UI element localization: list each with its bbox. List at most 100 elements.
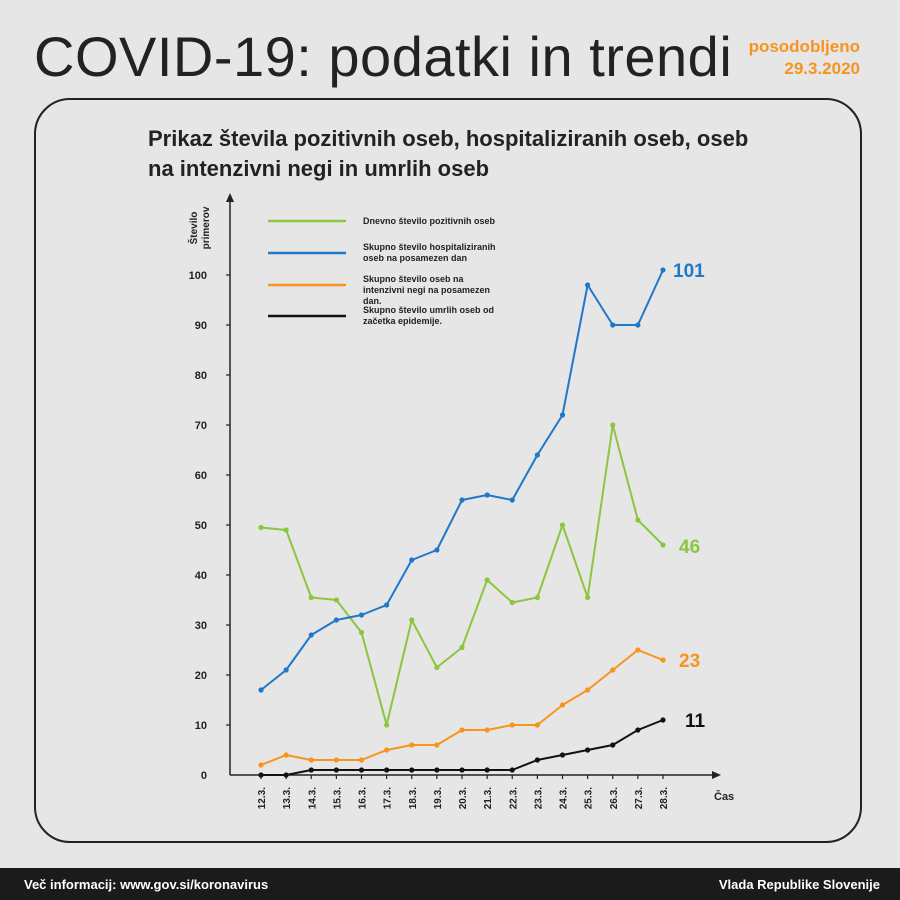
data-point xyxy=(333,617,339,623)
data-point xyxy=(534,722,540,728)
data-point xyxy=(459,644,465,651)
data-point xyxy=(283,772,289,778)
chart-axes: 0 10 20 30 40 50 60 70 80 90 100 Številoprimerov 12.… xyxy=(187,193,734,809)
x-tick-label: 21.3. xyxy=(483,787,494,809)
data-point xyxy=(308,757,314,763)
x-axis-arrow xyxy=(712,771,721,779)
data-point xyxy=(484,577,490,583)
data-point xyxy=(509,599,515,606)
legend-entry-line: Dnevno število pozitivnih oseb xyxy=(363,216,496,226)
series-end-label: 11 xyxy=(685,711,706,732)
data-point xyxy=(283,527,289,533)
footer-bar: Več informacij: www.gov.si/koronavirus V… xyxy=(0,868,900,900)
data-point xyxy=(409,617,415,623)
legend-entry: Skupno število oseb na intenzivni negi na… xyxy=(363,274,490,306)
data-point xyxy=(585,687,591,693)
data-point xyxy=(358,757,365,763)
data-point xyxy=(635,727,641,733)
data-point xyxy=(635,647,641,653)
y-axis-label: Številoprimerov xyxy=(187,206,212,249)
data-point xyxy=(635,517,641,523)
data-point xyxy=(484,767,490,773)
data-point xyxy=(308,594,314,601)
x-tick-label: 20.3. xyxy=(458,787,469,809)
y-tick-label: 30 xyxy=(195,620,207,632)
data-point xyxy=(308,632,314,638)
x-tick-label: 13.3. xyxy=(282,787,293,809)
data-point xyxy=(585,747,591,753)
data-point xyxy=(409,557,415,563)
data-point xyxy=(559,412,566,418)
data-point xyxy=(509,497,515,503)
x-tick-label: 19.3. xyxy=(433,787,444,809)
data-point xyxy=(534,594,540,601)
data-point xyxy=(258,772,264,778)
data-point xyxy=(610,422,616,428)
y-axis-label-line-1: Število xyxy=(187,212,200,245)
data-point xyxy=(509,722,515,728)
legend-entry-line: Skupno število oseb na xyxy=(363,274,465,284)
x-tick-label: 12.3. xyxy=(257,787,268,809)
data-point xyxy=(509,767,515,773)
y-tick-label: 0 xyxy=(201,770,207,782)
data-point xyxy=(409,742,415,748)
y-tick-label: 70 xyxy=(195,420,207,432)
data-point xyxy=(459,497,465,503)
data-point xyxy=(610,667,616,673)
data-point xyxy=(635,322,641,328)
data-point xyxy=(333,597,339,603)
data-point xyxy=(283,667,289,673)
data-point xyxy=(610,742,616,748)
data-point xyxy=(610,322,616,328)
x-tick-label: 18.3. xyxy=(408,787,419,809)
y-axis-arrow xyxy=(226,193,234,202)
legend-entry: Dnevno število pozitivnih oseb xyxy=(363,216,496,226)
y-tick-label: 60 xyxy=(195,470,207,482)
data-point xyxy=(484,727,490,733)
data-point xyxy=(333,767,339,773)
x-tick-label: 16.3. xyxy=(358,787,369,809)
x-tick-label: 27.3. xyxy=(634,787,645,809)
x-tick-label: 25.3. xyxy=(584,787,595,809)
updated-label: posodobljeno xyxy=(748,37,860,56)
data-point xyxy=(358,767,365,773)
y-axis-label-line-2: primerov xyxy=(201,206,212,249)
data-point xyxy=(258,762,264,768)
x-tick-label: 17.3. xyxy=(383,787,394,809)
data-point xyxy=(484,492,490,498)
x-tick-label: 15.3. xyxy=(332,787,343,809)
data-point xyxy=(459,767,465,773)
x-tick-label: 24.3. xyxy=(559,787,570,809)
data-point xyxy=(258,687,264,693)
data-point xyxy=(308,767,314,773)
data-point xyxy=(384,767,390,773)
data-point xyxy=(333,757,339,763)
data-point xyxy=(459,727,465,733)
x-tick-label: 23.3. xyxy=(533,787,544,809)
data-point xyxy=(258,524,264,531)
y-tick-label: 100 xyxy=(189,270,207,282)
x-tick-label: 22.3. xyxy=(508,787,519,809)
data-point xyxy=(358,629,365,636)
data-point xyxy=(384,747,390,753)
data-point xyxy=(534,452,540,458)
data-point xyxy=(434,767,440,773)
data-point xyxy=(559,522,566,528)
y-tick-label: 90 xyxy=(195,320,207,332)
chart-title: Prikaz števila pozitivnih oseb, hospital… xyxy=(148,124,848,184)
legend-entry: Skupno število umrlih oseb od začetka epi… xyxy=(363,305,494,326)
page-title: COVID-19: podatki in trendi xyxy=(34,25,733,88)
x-tick-label: 28.3. xyxy=(659,787,670,809)
data-point xyxy=(434,547,440,553)
series-end-label: 101 xyxy=(673,261,705,282)
legend-entry-line: začetka epidemije. xyxy=(363,316,442,326)
y-tick-label: 80 xyxy=(195,370,207,382)
footer-info-link[interactable]: Več informacij: www.gov.si/koronavirus xyxy=(24,877,269,892)
y-tick-label: 10 xyxy=(195,720,207,732)
legend-entry-line: Skupno število hospitaliziranih xyxy=(363,242,496,252)
data-point xyxy=(434,664,440,671)
y-tick-label: 50 xyxy=(195,520,207,532)
x-axis-label: Čas xyxy=(714,790,734,803)
data-point xyxy=(434,742,440,748)
